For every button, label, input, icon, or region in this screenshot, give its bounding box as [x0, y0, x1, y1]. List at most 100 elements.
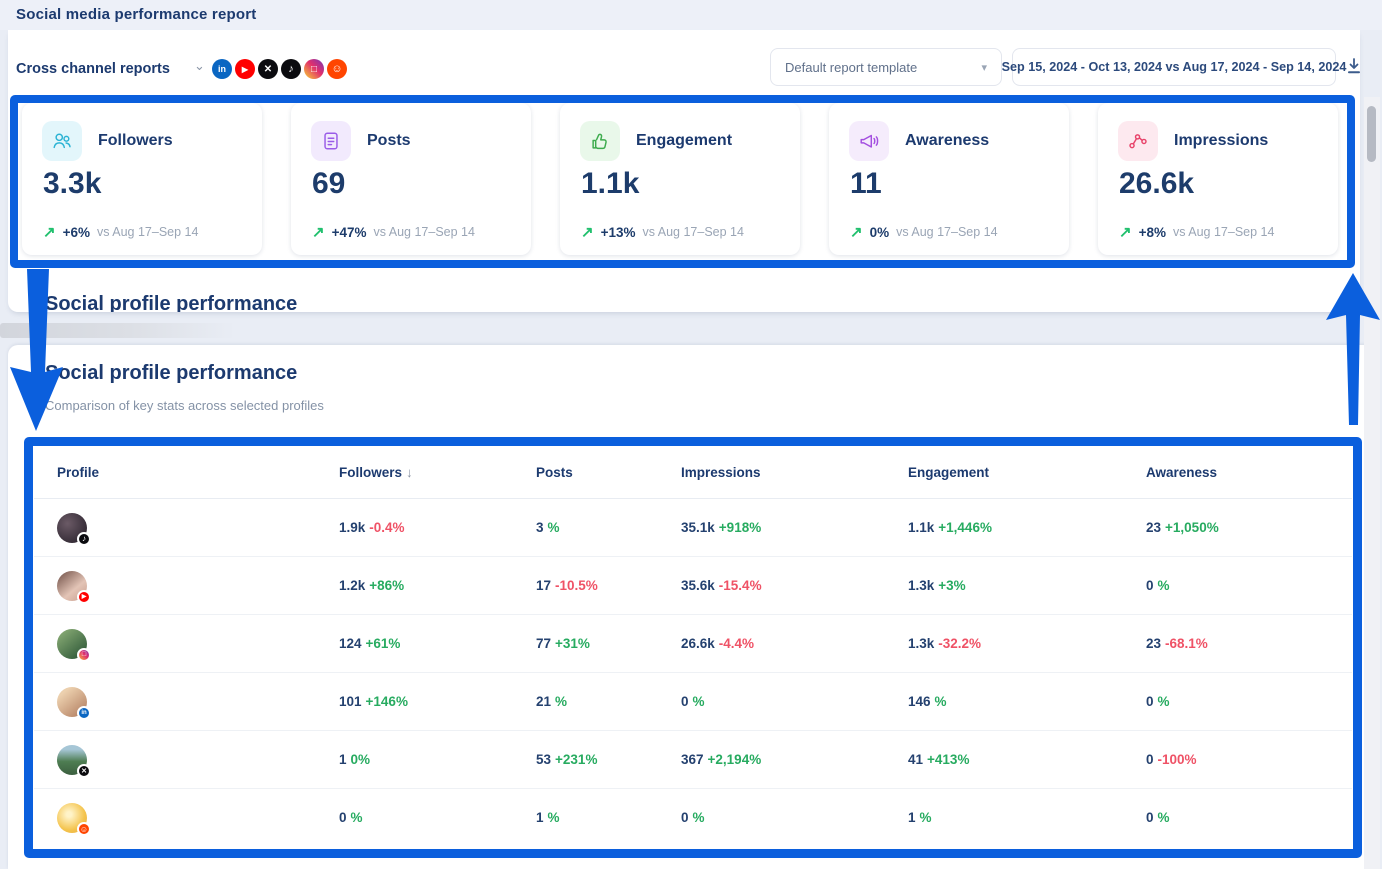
instagram-icon[interactable]: □ — [304, 59, 324, 79]
profile-avatar[interactable]: in — [57, 687, 87, 717]
kpi-compare-label: vs Aug 17–Sep 14 — [373, 225, 474, 239]
sort-desc-icon: ↓ — [406, 465, 413, 480]
section-title: Social profile performance — [45, 362, 297, 385]
clipped-section-title: Social profile performance — [45, 293, 297, 312]
trend-up-icon: ↗ — [312, 223, 325, 241]
posts-change: +231% — [555, 752, 597, 767]
profile-avatar[interactable]: □ — [57, 629, 87, 659]
vertical-scrollbar[interactable] — [1364, 97, 1380, 869]
impressions-value: 26.6k — [681, 636, 715, 651]
trend-up-icon: ↗ — [581, 223, 594, 241]
engagement-value: 146 — [908, 694, 931, 709]
kpi-change: +47% — [332, 225, 367, 240]
linkedin-icon[interactable]: in — [212, 59, 232, 79]
impressions-value: 0 — [681, 810, 689, 825]
youtube-icon[interactable]: ▶ — [235, 59, 255, 79]
tiktok-icon[interactable]: ♪ — [281, 59, 301, 79]
engagement-change: % — [920, 810, 932, 825]
posts-value: 1 — [536, 810, 544, 825]
engagement-change: -32.2% — [938, 636, 981, 651]
reddit-icon[interactable]: ☺ — [327, 59, 347, 79]
engagement-value: 1 — [908, 810, 916, 825]
kpi-card-impressions: Impressions 26.6k ↗ +8% vs Aug 17–Sep 14 — [1098, 103, 1338, 255]
impressions-change: +2,194% — [708, 752, 762, 767]
posts-value: 3 — [536, 520, 544, 535]
awareness-value: 0 — [1146, 694, 1154, 709]
impressions-value: 0 — [681, 694, 689, 709]
table-row-reddit: ☺ 0% 1% 0% 1% 0% — [34, 789, 1352, 847]
engagement-change: +3% — [938, 578, 965, 593]
awareness-change: -68.1% — [1165, 636, 1208, 651]
impressions-change: % — [693, 810, 705, 825]
engagement-change: % — [935, 694, 947, 709]
profile-avatar[interactable]: ♪ — [57, 513, 87, 543]
youtube-badge-icon: ▶ — [77, 590, 91, 604]
table-row-instagram: □ 124+61% 77+31% 26.6k-4.4% 1.3k-32.2% 2… — [34, 615, 1352, 673]
linkedin-badge-icon: in — [77, 706, 91, 720]
posts-value: 53 — [536, 752, 551, 767]
x-icon[interactable]: ✕ — [258, 59, 278, 79]
column-header-impressions[interactable]: Impressions — [681, 465, 908, 480]
kpi-change: +13% — [601, 225, 636, 240]
followers-value: 101 — [339, 694, 362, 709]
profile-avatar[interactable]: ✕ — [57, 745, 87, 775]
trend-up-icon: ↗ — [1119, 223, 1132, 241]
posts-value: 21 — [536, 694, 551, 709]
document-icon — [311, 121, 351, 161]
kpi-value: 69 — [312, 167, 345, 201]
kpi-value: 1.1k — [581, 167, 639, 201]
column-header-posts[interactable]: Posts — [536, 465, 681, 480]
awareness-value: 23 — [1146, 636, 1161, 651]
x-badge-icon: ✕ — [77, 764, 91, 778]
kpi-value: 26.6k — [1119, 167, 1194, 201]
followers-change: +146% — [366, 694, 408, 709]
posts-change: % — [548, 810, 560, 825]
thumbs-up-icon — [580, 121, 620, 161]
instagram-badge-icon: □ — [77, 648, 91, 662]
table-row-linkedin: in 101+146% 21% 0% 146% 0% — [34, 673, 1352, 731]
table-row-tiktok: ♪ 1.9k-0.4% 3% 35.1k+918% 1.1k+1,446% 23… — [34, 499, 1352, 557]
scrollbar-thumb[interactable] — [1367, 106, 1376, 162]
report-template-select[interactable]: Default report template ▾ — [770, 48, 1002, 86]
kpi-compare-label: vs Aug 17–Sep 14 — [642, 225, 743, 239]
profile-performance-table: Profile Followers↓ Posts Impressions Eng… — [34, 447, 1352, 847]
download-icon[interactable] — [1344, 56, 1360, 76]
kpi-label: Awareness — [905, 132, 989, 150]
column-header-awareness[interactable]: Awareness — [1146, 465, 1352, 480]
kpi-label: Engagement — [636, 132, 732, 150]
followers-value: 1 — [339, 752, 347, 767]
column-header-profile[interactable]: Profile — [57, 465, 339, 480]
kpi-card-awareness: Awareness 11 ↗ 0% vs Aug 17–Sep 14 — [829, 103, 1069, 255]
profile-avatar[interactable]: ▶ — [57, 571, 87, 601]
impressions-value: 35.6k — [681, 578, 715, 593]
followers-value: 1.9k — [339, 520, 365, 535]
column-header-followers[interactable]: Followers↓ — [339, 465, 536, 480]
kpi-label: Followers — [98, 132, 173, 150]
trend-up-icon: ↗ — [850, 223, 863, 241]
engagement-value: 1.3k — [908, 578, 934, 593]
kpi-change: +8% — [1139, 225, 1166, 240]
profile-avatar[interactable]: ☺ — [57, 803, 87, 833]
kpi-card-engagement: Engagement 1.1k ↗ +13% vs Aug 17–Sep 14 — [560, 103, 800, 255]
posts-change: -10.5% — [555, 578, 598, 593]
kpi-card-followers: Followers 3.3k ↗ +6% vs Aug 17–Sep 14 — [22, 103, 262, 255]
awareness-change: % — [1158, 578, 1170, 593]
trend-up-icon: ↗ — [43, 223, 56, 241]
megaphone-icon — [849, 121, 889, 161]
followers-change: % — [351, 810, 363, 825]
kpi-card-posts: Posts 69 ↗ +47% vs Aug 17–Sep 14 — [291, 103, 531, 255]
awareness-value: 0 — [1146, 752, 1154, 767]
kpi-change: 0% — [870, 225, 890, 240]
kpi-label: Impressions — [1174, 132, 1268, 150]
awareness-value: 23 — [1146, 520, 1161, 535]
date-range-picker[interactable]: Sep 15, 2024 - Oct 13, 2024 vs Aug 17, 2… — [1012, 48, 1336, 86]
kpi-label: Posts — [367, 132, 411, 150]
cross-channel-reports-dropdown[interactable]: Cross channel reports — [16, 61, 170, 77]
posts-change: % — [555, 694, 567, 709]
section-subtitle: Comparison of key stats across selected … — [45, 398, 324, 413]
people-icon — [42, 121, 82, 161]
column-header-engagement[interactable]: Engagement — [908, 465, 1146, 480]
engagement-change: +413% — [927, 752, 969, 767]
page-title: Social media performance report — [16, 6, 256, 23]
awareness-change: +1,050% — [1165, 520, 1219, 535]
